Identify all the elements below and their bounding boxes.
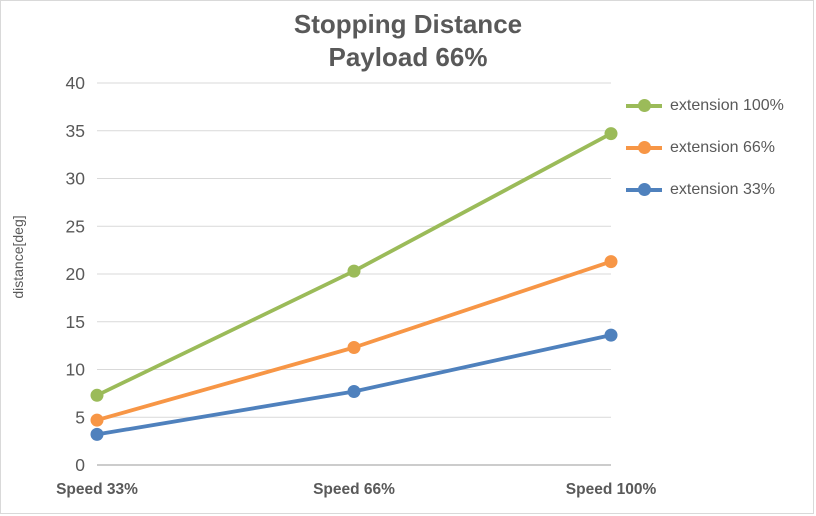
svg-text:40: 40 (66, 73, 86, 93)
svg-text:25: 25 (66, 216, 85, 236)
svg-text:5: 5 (75, 407, 85, 427)
svg-text:30: 30 (66, 169, 86, 189)
svg-text:15: 15 (66, 312, 85, 332)
svg-text:10: 10 (66, 360, 86, 380)
svg-text:0: 0 (75, 455, 85, 475)
svg-text:35: 35 (66, 121, 85, 141)
svg-text:Speed 66%: Speed 66% (313, 481, 395, 498)
svg-text:20: 20 (66, 264, 86, 284)
svg-text:Speed 100%: Speed 100% (566, 481, 657, 498)
svg-text:Speed 33%: Speed 33% (56, 481, 138, 498)
